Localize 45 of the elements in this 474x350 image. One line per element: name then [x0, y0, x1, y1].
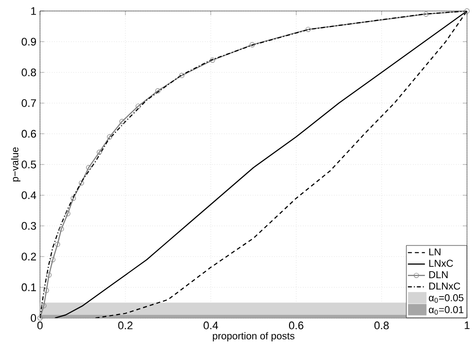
point: [41, 303, 46, 308]
point: [423, 11, 429, 17]
y-tick-label: 0.6: [22, 130, 36, 138]
point: [54, 242, 60, 247]
point: [250, 42, 255, 48]
point: [119, 118, 125, 124]
legend-label: DLNxC: [429, 282, 460, 290]
point: [44, 288, 49, 293]
y-tick-label: 0.1: [22, 283, 36, 292]
y-tick-label: 0.4: [22, 191, 36, 200]
band-label: α$_{0}$=0.01: [428, 306, 464, 315]
x-tick-label: 0.4: [204, 322, 218, 330]
point: [179, 72, 184, 78]
y-tick-label: 1: [31, 7, 36, 15]
y-tick-label: 0.5: [22, 160, 36, 168]
x-tick-label: 0.8: [374, 322, 389, 330]
point: [58, 226, 64, 232]
band-label: α$_{0}$=0.05: [428, 294, 464, 303]
y-tick-label: 0.7: [22, 99, 36, 107]
x-tick-label: 0.2: [118, 322, 132, 330]
y-tick-label: 0.9: [22, 38, 36, 46]
point: [50, 257, 56, 262]
point: [306, 26, 311, 32]
y-tick-label: 0.3: [22, 222, 36, 230]
point: [46, 272, 52, 278]
point: [136, 104, 141, 109]
x-tick-label: 0.6: [289, 322, 304, 330]
point: [210, 58, 216, 63]
y-tick-label: 0.8: [22, 68, 36, 76]
x-tick-label: 0: [37, 322, 43, 330]
y-axis-title: p−value: [11, 147, 20, 182]
y-tick-label: 0: [30, 314, 36, 322]
point: [155, 88, 160, 94]
point: [107, 134, 112, 140]
y-tick-label: 0.2: [22, 252, 36, 260]
point: [65, 211, 70, 216]
point: [78, 180, 84, 186]
point: [96, 150, 102, 155]
legend-label: LN: [429, 248, 440, 256]
point: [70, 196, 76, 201]
point: [86, 164, 92, 170]
legend-label: LNxC: [429, 260, 453, 267]
x-tick-label: 1: [464, 322, 470, 330]
legend-label: DLN: [429, 271, 448, 278]
x-axis-title: proportion of posts: [212, 332, 294, 342]
